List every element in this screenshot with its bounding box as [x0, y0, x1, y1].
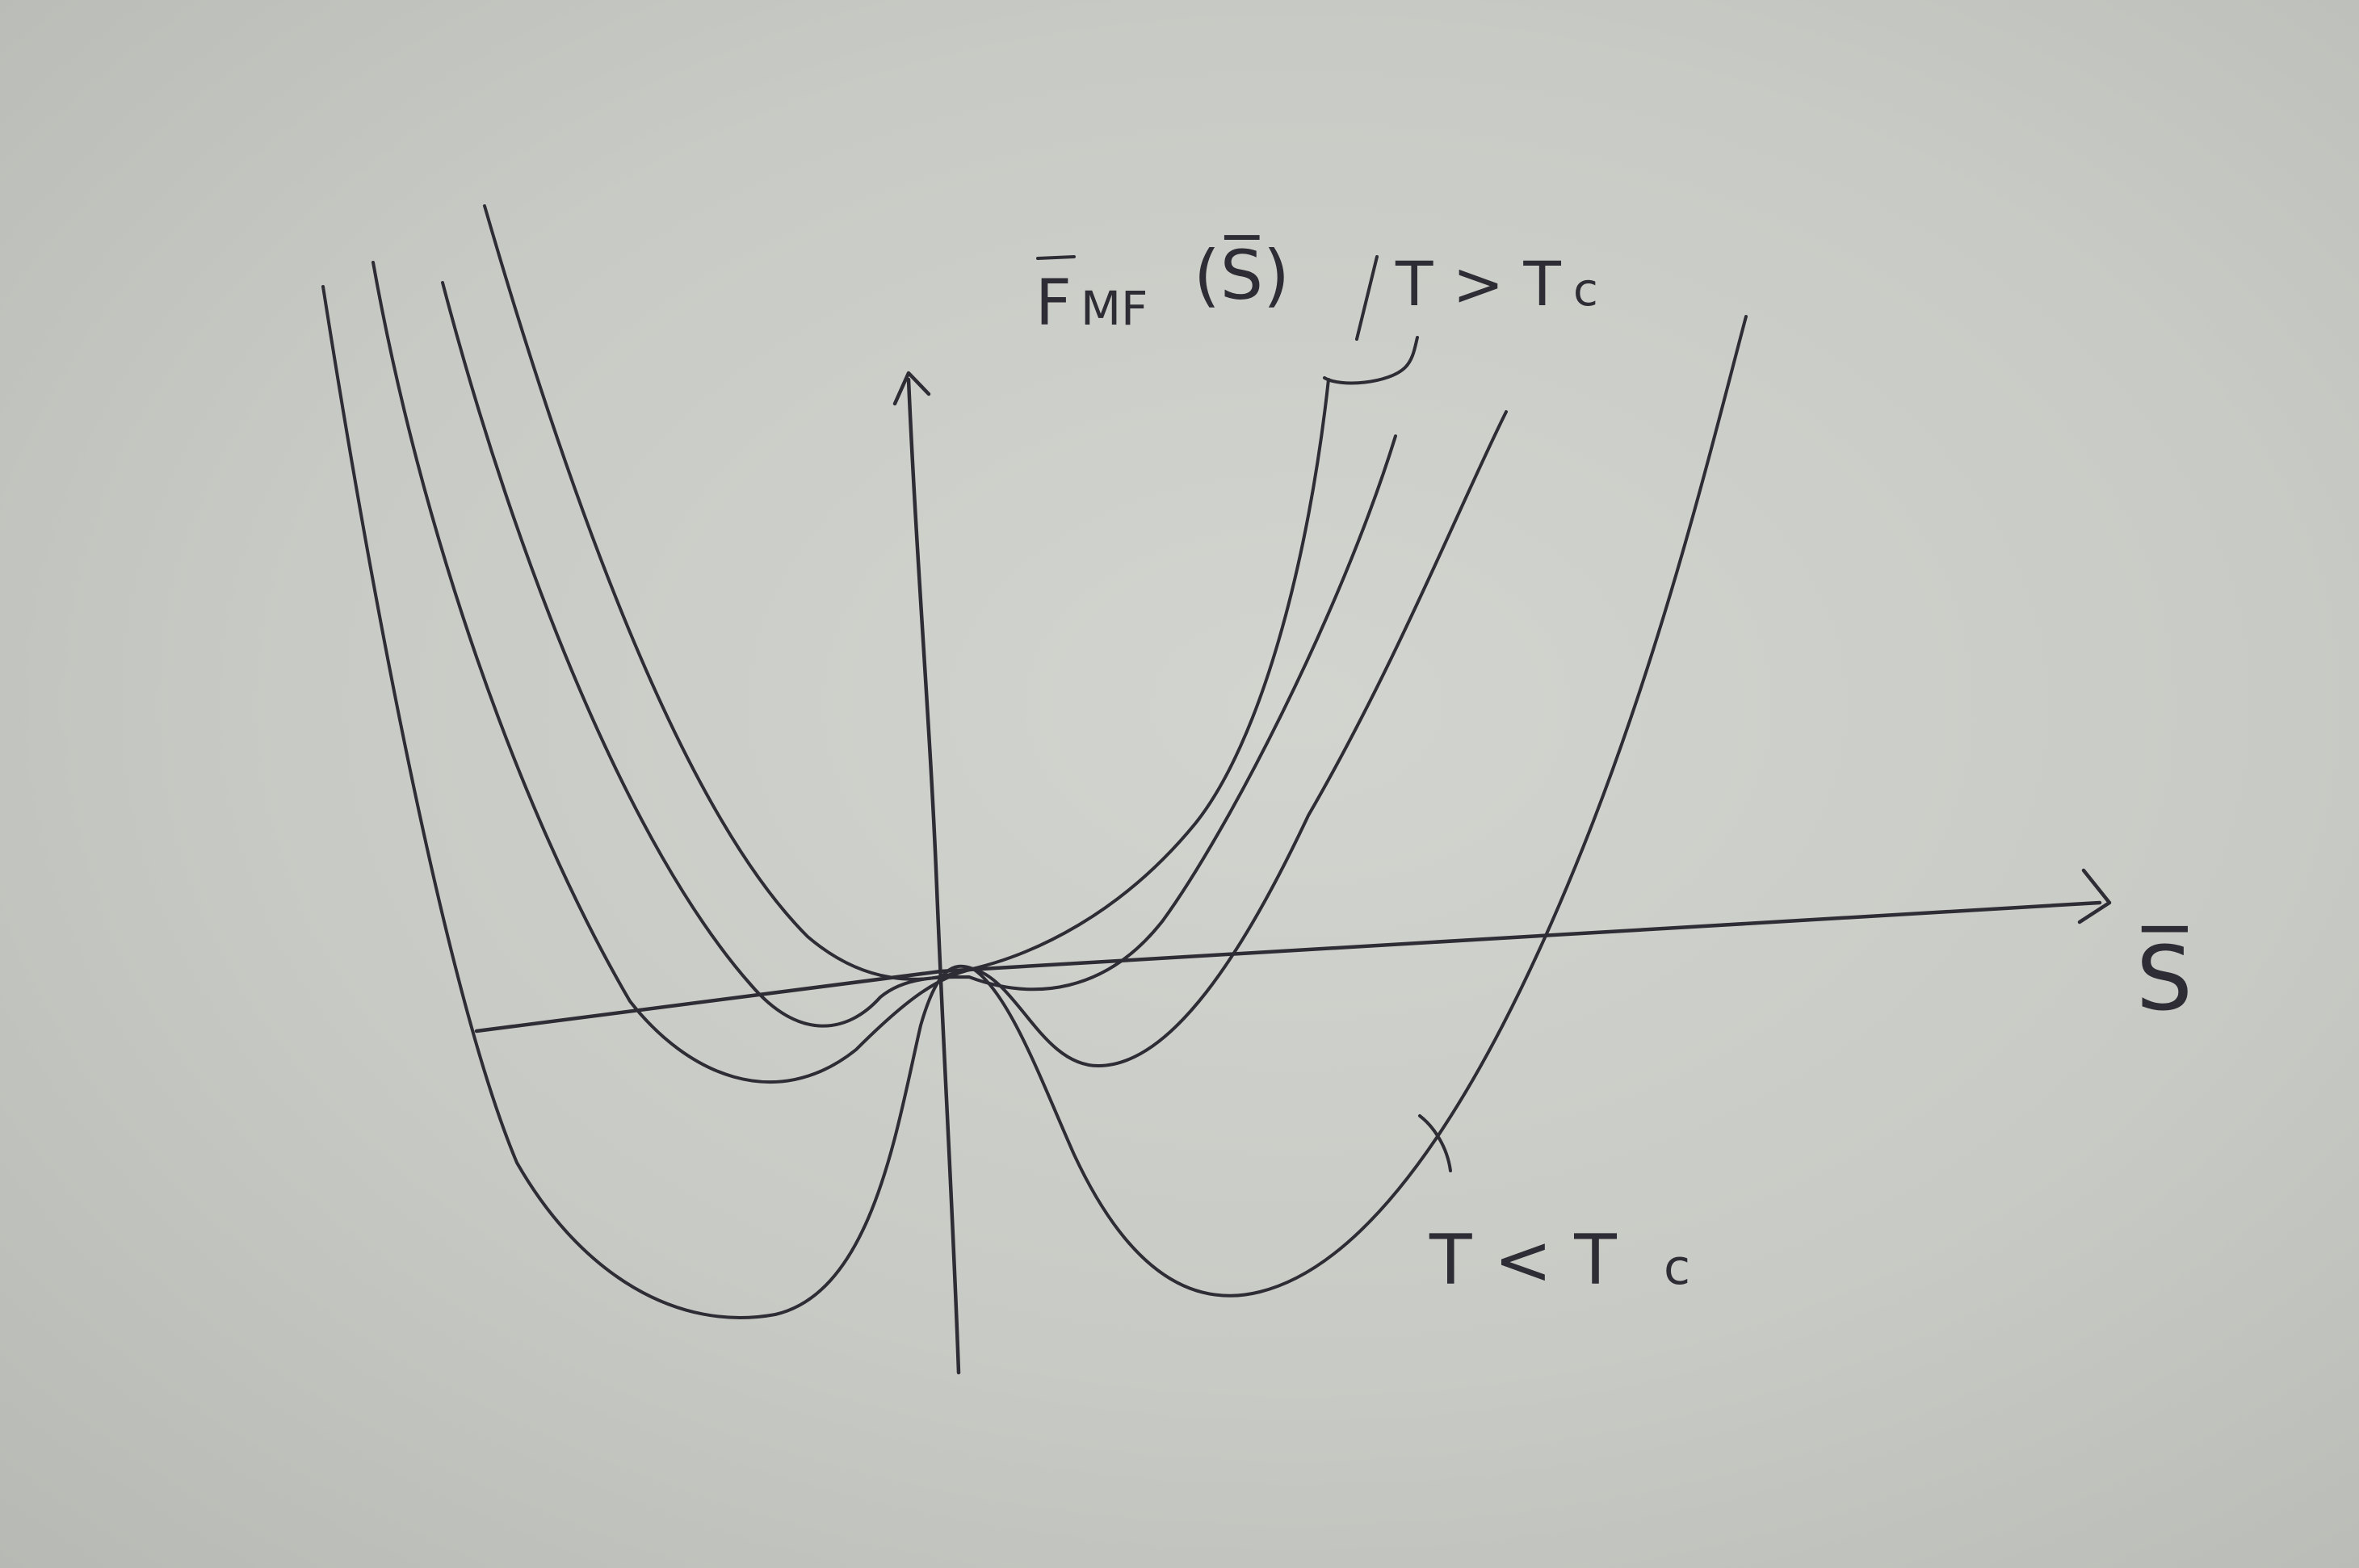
- curve-2: [441, 281, 1397, 1028]
- label-slash: [1355, 255, 1379, 341]
- curve-3: [371, 261, 1508, 1084]
- y-axis-label: F MF (S̅): [1035, 235, 1290, 340]
- x-axis-line: [474, 900, 2102, 1033]
- label-t-above-tc: T > T c: [1395, 248, 1598, 320]
- label-t-below-tc: T < T c: [1429, 1220, 1690, 1301]
- label-t-below-tc-sub: c: [1664, 1239, 1690, 1296]
- label-t-below-tc-text: T < T: [1429, 1220, 1617, 1301]
- leader-line-t-above-tc: [1323, 336, 1419, 385]
- y-label-f: F: [1035, 267, 1072, 340]
- y-axis-arrowhead: [892, 371, 931, 406]
- label-t-above-tc-sub: c: [1573, 264, 1598, 317]
- y-label-bar: [1036, 255, 1076, 260]
- y-label-arg: (S̅): [1194, 235, 1290, 315]
- leader-line-t-below-tc: [1418, 1114, 1452, 1172]
- y-axis-line: [906, 377, 961, 1375]
- curve-t-below-tc: [321, 285, 1748, 1319]
- label-t-above-tc-text: T > T: [1395, 248, 1561, 320]
- x-axis-arrowhead: [2077, 868, 2112, 924]
- y-label-sub: MF: [1081, 281, 1148, 336]
- x-axis-label: S̅: [2136, 925, 2193, 1030]
